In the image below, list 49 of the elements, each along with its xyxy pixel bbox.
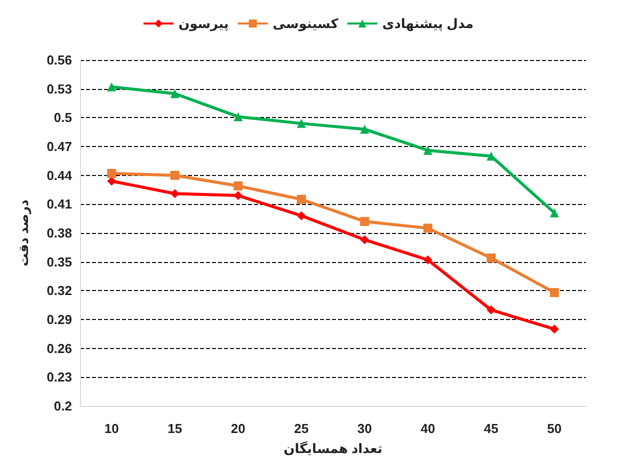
y-tick-label: 0.23	[46, 370, 72, 385]
y-tick-label: 0.26	[46, 340, 72, 356]
point	[296, 118, 306, 128]
point	[170, 170, 180, 180]
y-tick-label: 0.44	[46, 168, 73, 183]
x-tick-label: 40	[420, 421, 436, 436]
y-tick-label: 0.53	[46, 81, 72, 96]
y-tick-label: 0.41	[46, 196, 72, 212]
point	[550, 288, 559, 298]
point	[550, 324, 559, 334]
x-tick-label: 10	[104, 421, 119, 436]
point	[107, 176, 116, 186]
y-tick-label: 0.32	[46, 283, 72, 298]
point	[170, 189, 180, 198]
legend-label: مدل پیشنهادی	[382, 16, 474, 32]
point	[296, 211, 306, 220]
point	[550, 208, 559, 218]
point	[486, 305, 496, 314]
point	[296, 194, 306, 204]
y-tick-label: 0.56	[46, 52, 72, 68]
point	[360, 124, 370, 134]
point	[234, 112, 243, 122]
y-tick-label: 0.5	[54, 110, 72, 126]
y-tick-label: 0.38	[46, 226, 72, 240]
point	[423, 255, 432, 264]
point	[423, 146, 432, 155]
x-tick-label: 20	[230, 421, 246, 436]
x-tick-label: 30	[357, 421, 372, 436]
point	[423, 224, 432, 233]
y-tick-label: 0.29	[46, 312, 72, 327]
x-tick-label: 15	[168, 421, 182, 436]
legend-label: کسینوسی	[272, 16, 339, 32]
legend-label: پیرسون	[178, 16, 229, 32]
x-tick-label: 50	[547, 421, 562, 436]
point	[234, 181, 243, 190]
y-tick-label: 0.47	[46, 139, 72, 154]
x-tick-label: 45	[484, 421, 498, 436]
y-tick-label: 0.2	[54, 398, 72, 414]
point	[360, 235, 370, 244]
point	[486, 253, 496, 262]
y-axis-title: درصد دقت	[16, 199, 32, 266]
x-tick-label: 25	[294, 421, 309, 436]
point	[234, 191, 243, 200]
y-tick-label: 0.35	[46, 254, 72, 270]
point	[170, 89, 180, 98]
x-axis-title: تعداد همسایگان	[284, 441, 382, 456]
point	[360, 216, 370, 226]
point	[107, 168, 116, 178]
point	[107, 82, 116, 92]
